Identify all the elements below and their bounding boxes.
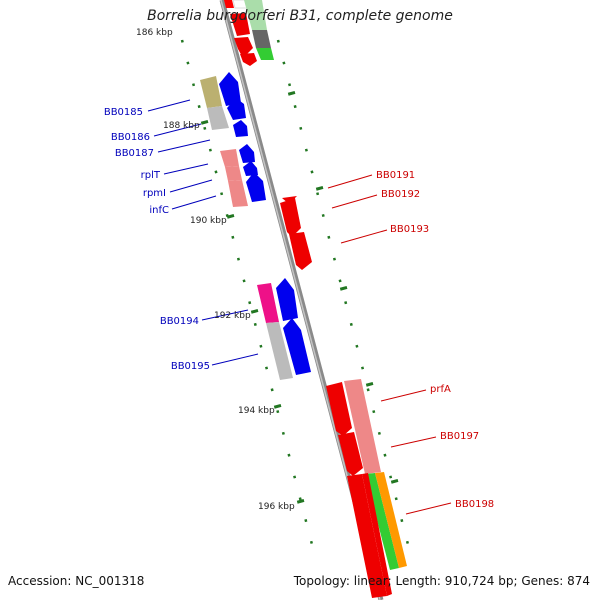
reverse-gene (233, 120, 248, 137)
scale-labels: 186 kbp 188 kbp 190 kbp 192 kbp 194 kbp … (136, 28, 295, 512)
gene-label-BB0198[interactable]: BB0198 (455, 499, 494, 510)
scale-tick (226, 213, 235, 219)
reverse-gene-labels: BB0185 BB0186 BB0187 rplT rpmI infC BB01… (104, 107, 210, 372)
scale-tick-right (339, 285, 348, 291)
connector-BB0193 (340, 229, 388, 244)
gene-label-rpmI[interactable]: rpmI (143, 188, 166, 199)
category-bar (257, 283, 279, 323)
scale-tick (250, 308, 259, 314)
scale-label: 192 kbp (214, 311, 251, 321)
scale-label: 188 kbp (163, 121, 200, 131)
reverse-gene (276, 278, 298, 321)
connector-BB0187 (157, 139, 211, 153)
reverse-gene (239, 144, 255, 163)
gene-label-prfA[interactable]: prfA (430, 384, 451, 395)
category-bar (225, 166, 242, 181)
connector-rpmI (169, 179, 213, 193)
connector-BB0197 (390, 436, 437, 448)
connector-prfA (380, 389, 427, 402)
category-bar (266, 322, 293, 380)
scale-tick-right (390, 478, 399, 484)
reverse-gene (227, 98, 246, 120)
reverse-gene (246, 172, 266, 202)
forward-gene (240, 53, 257, 66)
forward-genes (230, 13, 392, 598)
scale-tick-right (365, 381, 374, 387)
gene-label-infC[interactable]: infC (149, 205, 169, 216)
gene-label-BB0194[interactable]: BB0194 (160, 316, 199, 327)
connector-BB0198 (405, 502, 452, 515)
gene-label-BB0187[interactable]: BB0187 (115, 148, 154, 159)
category-bar (200, 76, 222, 108)
category-bar (224, 0, 234, 8)
connector-BB0191 (327, 174, 373, 189)
category-bar (244, 0, 267, 30)
forward-gene (347, 474, 387, 598)
forward-gene (362, 473, 392, 596)
label-connectors (147, 99, 452, 515)
connector-BB0185 (147, 99, 191, 112)
category-bar (375, 472, 407, 568)
connector-BB0192 (331, 194, 378, 209)
gene-label-BB0186[interactable]: BB0186 (111, 132, 150, 143)
scale-tick-right (315, 185, 324, 191)
connector-BB0194 (201, 309, 249, 321)
forward-gene (289, 232, 312, 270)
genome-summary-text: Topology: linear; Length: 910,724 bp; Ge… (293, 574, 590, 588)
forward-gene-arrowhead (282, 196, 297, 204)
connector-BB0195 (211, 353, 259, 366)
scale-label: 186 kbp (136, 28, 173, 38)
gene-label-BB0195[interactable]: BB0195 (171, 361, 210, 372)
forward-gene (338, 432, 363, 476)
scale-tick (296, 498, 305, 504)
category-bar (365, 473, 399, 570)
map-title: Borrelia burgdorferi B31, complete genom… (147, 8, 453, 24)
gene-label-BB0197[interactable]: BB0197 (440, 431, 479, 442)
outer-dotted-track-left (180, 39, 318, 561)
forward-gene (230, 13, 250, 36)
scale-label: 194 kbp (238, 406, 275, 416)
forward-gene-labels: BB0191 BB0192 BB0193 prfA BB0197 BB0198 (376, 170, 494, 510)
category-bar (207, 106, 229, 130)
category-bar (344, 379, 381, 474)
category-bar (228, 180, 248, 207)
category-bar (252, 30, 271, 48)
connector-rplT (163, 163, 209, 175)
gene-label-BB0185[interactable]: BB0185 (104, 107, 143, 118)
scale-ticks (200, 90, 399, 504)
reverse-gene (219, 72, 241, 106)
category-bars (200, 0, 407, 570)
accession-text: Accession: NC_001318 (8, 574, 145, 588)
forward-gene (234, 37, 253, 58)
scale-label: 190 kbp (190, 216, 227, 226)
forward-gene (280, 198, 301, 237)
connector-infC (171, 195, 217, 210)
reverse-gene (283, 318, 311, 375)
gene-label-BB0192[interactable]: BB0192 (381, 189, 420, 200)
gene-label-rplT[interactable]: rplT (141, 170, 161, 181)
scale-tick-right (287, 90, 296, 96)
gene-label-BB0191[interactable]: BB0191 (376, 170, 415, 181)
scale-tick (273, 403, 282, 409)
reverse-genes (219, 72, 311, 375)
category-bar (220, 149, 239, 167)
scale-label: 196 kbp (258, 502, 295, 512)
gene-label-BB0193[interactable]: BB0193 (390, 224, 429, 235)
connector-BB0186 (153, 123, 202, 137)
forward-gene (326, 382, 352, 436)
scale-tick (200, 119, 209, 125)
category-bar (256, 48, 274, 60)
